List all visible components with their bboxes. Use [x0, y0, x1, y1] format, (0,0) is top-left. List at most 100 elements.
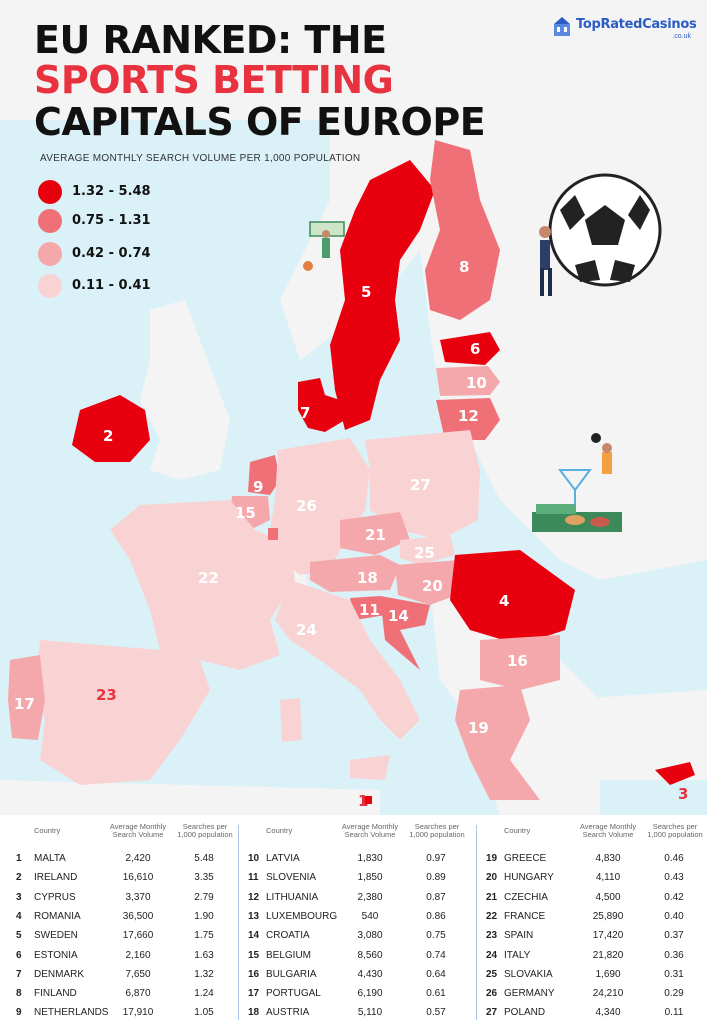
table-row: 10 LATVIA 1,830 0.97 [248, 849, 478, 868]
ranking-table: Country Average Monthly Search Volume Sear… [0, 815, 707, 1024]
land-uk [140, 300, 230, 480]
map-svg: 5 8 6 10 12 7 2 27 9 26 15 21 25 22 18 2… [0, 120, 707, 815]
country-bulgaria [480, 635, 560, 690]
country-cell: LUXEMBOURG [266, 910, 338, 922]
per-1000-cell: 1.63 [194, 949, 214, 961]
table-row: 23 SPAIN 17,420 0.37 [486, 926, 707, 945]
map-label-26: 26 [296, 497, 317, 515]
europe-map: 5 8 6 10 12 7 2 27 9 26 15 21 25 22 18 2… [0, 16, 707, 815]
volume-cell: 1,830 [357, 853, 383, 864]
country-cell: SLOVENIA [266, 872, 317, 884]
volume-cell: 25,890 [592, 910, 624, 922]
legend-label-2: 0.75 - 1.31 [72, 213, 151, 228]
per-1000-cell: 0.37 [664, 930, 684, 942]
rank-cell: 24 [486, 949, 498, 961]
volume-cell: 6,190 [357, 988, 383, 1000]
rank-cell: 25 [486, 968, 498, 980]
volume-cell: 1,850 [357, 872, 383, 884]
per-1000-cell: 0.61 [426, 988, 446, 1000]
rank-cell: 9 [16, 1007, 22, 1019]
per-1000-cell: 0.87 [426, 891, 446, 903]
table-row: 3 CYPRUS 3,370 2.79 [16, 888, 246, 907]
country-cell: SWEDEN [34, 930, 78, 942]
map-label-22: 22 [198, 569, 219, 587]
volume-cell: 6,870 [125, 988, 151, 1000]
volume-cell: 36,500 [122, 910, 154, 922]
legend-swatch-2 [38, 209, 62, 233]
map-label-11: 11 [359, 601, 380, 619]
country-cell: FINLAND [34, 988, 77, 1000]
table-divider-1 [238, 825, 239, 1020]
table-row: 4 ROMANIA 36,500 1.90 [16, 907, 246, 926]
map-label-10: 10 [466, 374, 487, 392]
country-cell: NETHERLANDS [34, 1007, 109, 1019]
country-italy-sicily [350, 755, 390, 780]
rank-cell: 7 [16, 968, 22, 980]
map-label-2: 2 [103, 427, 113, 445]
country-cell: ITALY [504, 949, 531, 961]
legend-label-1: 1.32 - 5.48 [72, 184, 151, 199]
per-1000-cell: 0.97 [426, 853, 446, 864]
volume-cell: 1,690 [595, 968, 621, 980]
country-cell: DENMARK [34, 968, 85, 980]
volume-cell: 21,820 [592, 949, 624, 961]
per-1000-cell: 0.86 [426, 910, 446, 922]
map-label-24: 24 [296, 621, 317, 639]
per-1000-cell: 0.75 [426, 930, 446, 942]
map-label-5: 5 [361, 283, 371, 301]
land-turkey [560, 690, 707, 780]
country-estonia [440, 332, 500, 365]
per-1000-cell: 0.74 [426, 949, 446, 961]
country-slovakia [400, 535, 455, 565]
per-1000-cell: 1.75 [194, 930, 214, 942]
land-north-africa [0, 780, 380, 815]
per-1000-cell: 0.29 [664, 988, 684, 1000]
country-cell: CYPRUS [34, 891, 76, 903]
country-cell: FRANCE [504, 910, 546, 922]
map-label-8: 8 [459, 258, 469, 276]
header-volume: Average Monthly Search Volume [341, 822, 399, 839]
country-cell: CZECHIA [504, 891, 548, 903]
rank-cell: 12 [248, 891, 260, 903]
table-row: 25 SLOVAKIA 1,690 0.31 [486, 965, 707, 984]
header-country: Country [34, 826, 61, 835]
per-1000-cell: 1.24 [194, 988, 214, 1000]
country-portugal [8, 655, 45, 740]
country-spain [35, 640, 210, 785]
country-romania [450, 550, 575, 645]
table-row: 12 LITHUANIA 2,380 0.87 [248, 888, 478, 907]
rank-cell: 21 [486, 891, 498, 903]
country-greece [455, 685, 540, 800]
header-country: Country [266, 826, 293, 835]
volume-cell: 4,500 [595, 891, 621, 903]
legend-label-4: 0.11 - 0.41 [72, 278, 151, 293]
country-ireland [72, 395, 150, 462]
table-row: 22 FRANCE 25,890 0.40 [486, 907, 707, 926]
per-1000-cell: 0.42 [664, 891, 684, 903]
volume-cell: 4,830 [595, 853, 621, 864]
map-label-12: 12 [458, 407, 479, 425]
per-1000-cell: 0.31 [664, 968, 684, 980]
country-cell: POLAND [504, 1007, 546, 1019]
volume-cell: 17,910 [122, 1007, 154, 1019]
table-row: 26 GERMANY 24,210 0.29 [486, 984, 707, 1003]
country-cell: HUNGARY [504, 872, 554, 884]
rank-cell: 20 [486, 872, 498, 884]
title-line-3: CAPITALS OF EUROPE [34, 100, 486, 144]
per-1000-cell: 0.11 [664, 1007, 684, 1019]
map-label-1: 1 [358, 792, 368, 810]
rank-cell: 5 [16, 930, 22, 942]
football-illustration [539, 173, 662, 296]
table-row: 1 MALTA 2,420 5.48 [16, 849, 246, 868]
table-column-1: Country Average Monthly Search Volume Sear… [16, 823, 241, 1023]
per-1000-cell: 5.48 [194, 853, 214, 864]
volume-cell: 540 [361, 910, 379, 922]
map-label-3: 3 [678, 785, 688, 803]
per-1000-cell: 0.40 [664, 910, 684, 922]
table-row: 21 CZECHIA 4,500 0.42 [486, 888, 707, 907]
title-line-2: SPORTS BETTING [34, 58, 394, 102]
country-cell: SPAIN [504, 930, 534, 942]
table-row: 13 LUXEMBOURG 540 0.86 [248, 907, 478, 926]
header-per-1000: Searches per 1,000 population [177, 822, 233, 839]
site-logo[interactable]: TopRatedCasinos .co.uk [552, 16, 697, 42]
